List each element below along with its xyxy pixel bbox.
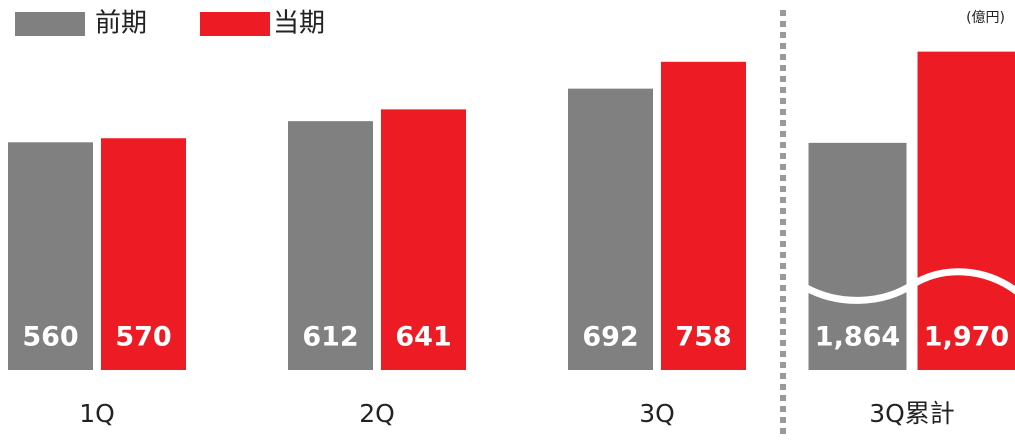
value-label: 641	[395, 322, 451, 353]
value-label: 612	[302, 322, 358, 353]
value-label: 1,970	[924, 322, 1009, 353]
value-label: 692	[582, 322, 638, 353]
legend-swatch	[15, 12, 85, 36]
unit-label: (億円)	[966, 10, 1005, 26]
value-label: 560	[22, 322, 78, 353]
value-label: 758	[675, 322, 731, 353]
x-tick-label: 3Q	[639, 399, 675, 428]
x-tick-label: 1Q	[79, 399, 115, 428]
value-label: 1,864	[815, 322, 900, 353]
legend-label: 当期	[273, 9, 325, 39]
x-tick-label: 2Q	[359, 399, 395, 428]
value-label: 570	[115, 322, 171, 353]
legend-swatch	[200, 12, 270, 36]
legend-label: 前期	[95, 9, 147, 39]
x-tick-label: 3Q累計	[869, 399, 955, 428]
